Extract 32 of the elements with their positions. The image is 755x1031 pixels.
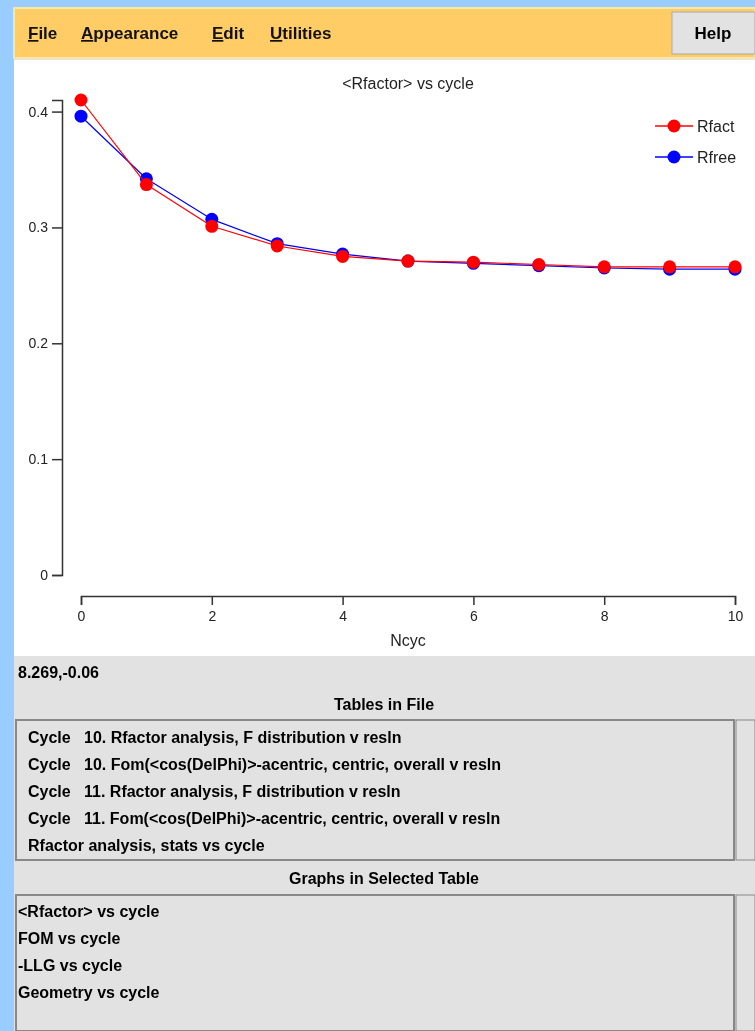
text: Appearance: [81, 24, 179, 43]
legend-label: Rfact: [697, 118, 735, 135]
text: FOM vs cycle: [18, 930, 121, 947]
x-tick-label: 10: [727, 607, 744, 624]
text: 8.269,-0.06: [18, 664, 100, 681]
y-tick-label: 0: [40, 566, 49, 583]
text: <Rfactor> vs cycle: [18, 903, 160, 920]
text: Rfactor analysis, stats vs cycle: [28, 837, 265, 854]
text: Tables in File: [333, 696, 435, 713]
y-tick-label: 0.4: [28, 103, 49, 120]
text: Cycle 11. Rfactor analysis, F distribution v resln: [28, 783, 401, 800]
x-tick-label: 4: [339, 607, 348, 624]
text: File: [28, 24, 58, 43]
x-tick-label: 0: [77, 607, 86, 624]
y-tick-label: 0.1: [28, 451, 49, 468]
text: Cycle 11. Fom(<cos(DelPhi)>-acentric, centric, overall v resln: [28, 810, 501, 827]
text: Geometry vs cycle: [18, 984, 160, 1001]
text: Help: [694, 24, 732, 43]
text: Cycle 10. Fom(<cos(DelPhi)>-acentric, centric, overall v resln: [28, 756, 502, 773]
legend-label: Rfree: [697, 149, 737, 166]
text: Utilities: [270, 24, 332, 43]
text: Edit: [212, 24, 245, 43]
x-tick-label: 2: [208, 607, 217, 624]
text: Cycle 10. Rfactor analysis, F distribution v resln: [28, 729, 402, 746]
x-axis-title: Ncyc: [390, 632, 426, 649]
chart-title: <Rfactor> vs cycle: [342, 75, 474, 92]
x-tick-label: 8: [600, 607, 609, 624]
y-tick-label: 0.3: [28, 219, 49, 236]
x-tick-label: 6: [470, 607, 478, 624]
text: -LLG vs cycle: [18, 957, 123, 974]
text: Graphs in Selected Table: [289, 870, 480, 887]
y-tick-label: 0.2: [28, 335, 49, 352]
